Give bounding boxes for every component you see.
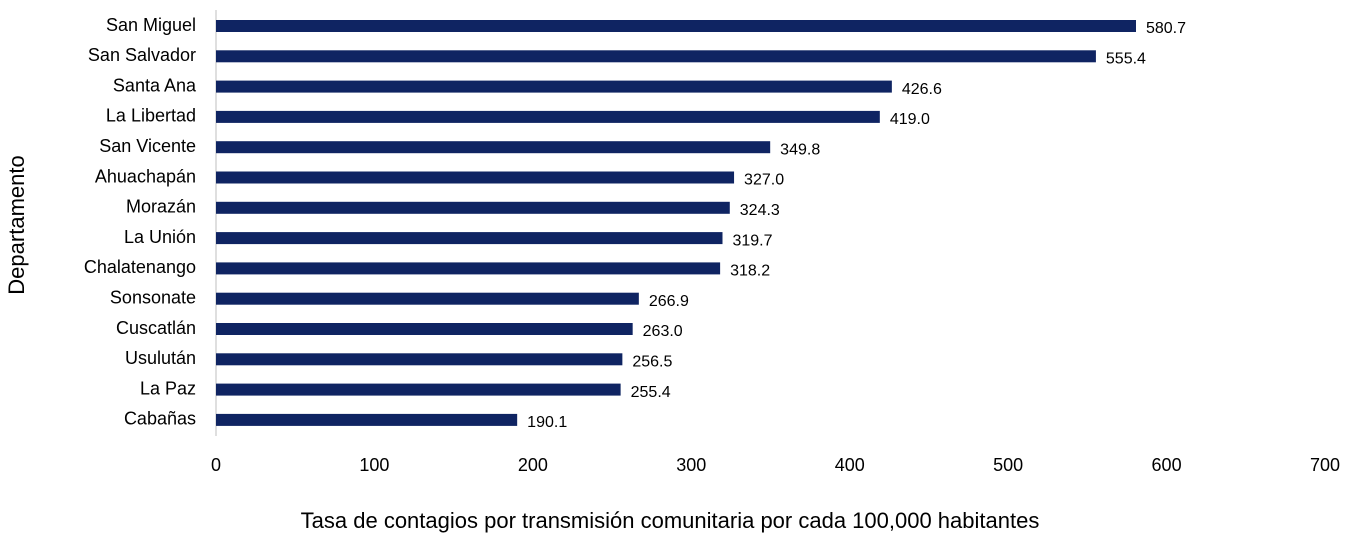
y-tick-label: La Unión: [124, 227, 196, 247]
data-label: 426.6: [902, 81, 942, 98]
y-tick-label: Santa Ana: [113, 75, 197, 95]
data-label: 319.7: [732, 232, 772, 249]
bar: [216, 413, 518, 426]
bar: [216, 353, 623, 366]
y-tick-label: La Libertad: [106, 106, 196, 126]
bar: [216, 50, 1096, 63]
data-label: 263.0: [643, 323, 683, 340]
y-axis-title: Departamento: [4, 155, 29, 294]
x-tick-label: 200: [518, 455, 548, 475]
data-label: 324.3: [740, 202, 780, 219]
bar: [216, 20, 1136, 32]
y-tick-label: Usulután: [125, 348, 196, 368]
y-tick-label: San Salvador: [88, 45, 196, 65]
x-tick-label: 0: [211, 455, 221, 475]
data-label: 255.4: [631, 384, 671, 401]
data-label: 327.0: [744, 172, 784, 189]
bar: [216, 80, 892, 93]
data-label: 318.2: [730, 263, 770, 280]
y-tick-label: Cabañas: [124, 409, 196, 429]
x-axis-title: Tasa de contagios por transmisión comuni…: [301, 508, 1040, 533]
bar: [216, 201, 730, 214]
bar: [216, 141, 771, 154]
data-label: 256.5: [632, 354, 672, 371]
bar: [216, 323, 633, 335]
y-tick-label: San Miguel: [106, 15, 196, 35]
data-label: 419.0: [890, 111, 930, 128]
y-tick-label: Morazán: [126, 197, 196, 217]
bar: [216, 232, 723, 245]
bar: [216, 383, 621, 396]
x-tick-label: 400: [835, 455, 865, 475]
y-tick-label: Chalatenango: [84, 257, 196, 277]
x-tick-label: 700: [1310, 455, 1340, 475]
x-tick-label: 500: [993, 455, 1023, 475]
bar: [216, 110, 880, 123]
data-label: 555.4: [1106, 51, 1146, 68]
y-tick-label: Sonsonate: [110, 287, 196, 307]
y-tick-label: Cuscatlán: [116, 318, 196, 338]
x-tick-label: 100: [359, 455, 389, 475]
data-label: 349.8: [780, 141, 820, 158]
x-tick-label: 600: [1152, 455, 1182, 475]
x-tick-label: 300: [676, 455, 706, 475]
y-tick-label: La Paz: [140, 378, 196, 398]
data-label: 190.1: [527, 414, 567, 431]
bar: [216, 262, 721, 275]
y-tick-label: Ahuachapán: [95, 166, 196, 186]
data-label: 580.7: [1146, 20, 1186, 37]
data-label: 266.9: [649, 293, 689, 310]
bar: [216, 171, 735, 184]
bar: [216, 292, 639, 305]
y-tick-label: San Vicente: [99, 136, 196, 156]
